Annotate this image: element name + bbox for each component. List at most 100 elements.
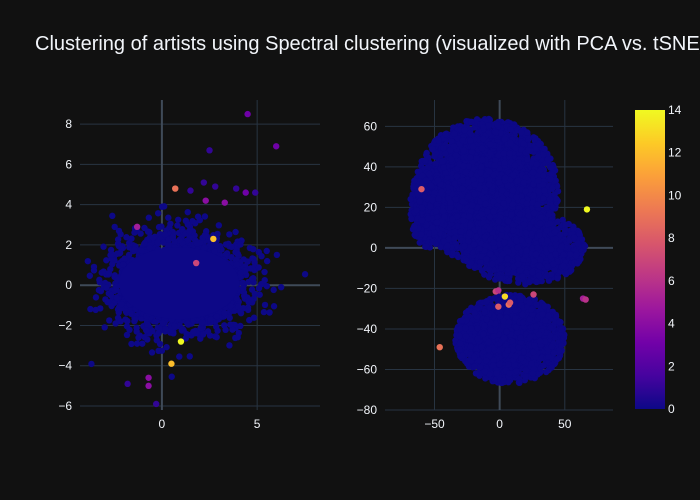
pca-point[interactable] [145,382,152,390]
pca-point[interactable] [192,259,200,267]
pca-cloud-point [256,291,263,298]
pca-point[interactable] [210,235,217,243]
tsne-cloud-point [441,150,449,157]
pca-point[interactable] [177,338,185,345]
tsne-cloud-point [468,148,476,156]
pca-cloud-point [149,234,157,242]
tsne-cloud-point [465,193,473,200]
pca-cloud-point [149,327,156,335]
tsne-cloud-point [449,250,456,257]
pca-cloud-point [236,308,244,315]
pca-cloud-point [213,333,220,341]
tsne-cloud-point [459,217,467,224]
pca-cloud-point [145,214,153,221]
pca-cloud-point [226,231,233,238]
tsne-cloud-point [448,138,455,145]
tsne-cloud-point [447,147,454,154]
pca-point[interactable] [212,183,219,190]
pca-cloud-point [214,327,221,334]
tsne-cloud-point [456,203,463,211]
tsne-cloud-point [539,181,547,188]
tsne-cloud-point [509,201,517,208]
pca-point[interactable] [272,143,280,150]
pca-point[interactable] [206,147,213,154]
pca-cloud-point [251,290,259,298]
pca-cloud-point [227,321,234,328]
tsne-cloud-point [432,160,440,167]
pca-cloud-point [113,294,121,302]
tsne-cloud-point [447,204,454,211]
pca-point[interactable] [200,179,208,186]
pca-cloud-point [199,319,206,326]
tsne-cloud-point [473,155,480,162]
pca-point[interactable] [145,374,152,381]
tsne-cloud-point [478,144,486,152]
pca-cloud-point [148,349,156,356]
pca-cloud-point [131,246,138,253]
tsne-cloud-point [469,202,476,209]
tsne-cloud-point [445,235,453,243]
tsne-cloud-point [535,140,543,148]
pca-cloud-point [237,241,244,248]
pca-cloud-point [261,301,269,309]
pca-cloud-point [226,314,233,322]
pca-point[interactable] [168,360,175,367]
pca-point[interactable] [187,187,194,194]
pca-ytick-label: 4 [65,198,72,212]
pca-cloud-point [114,276,121,283]
pca-ytick-label: −6 [58,399,72,413]
pca-cloud-point [237,322,244,330]
tsne-cloud-point [480,195,488,202]
tsne-cloud-point [450,142,458,150]
pca-cloud-point [156,340,164,348]
pca-point[interactable] [221,199,228,206]
pca-cloud-point [165,214,172,221]
pca-cloud-point [112,286,120,294]
pca-cloud-point [189,217,196,225]
pca-points[interactable] [124,110,280,408]
tsne-cloud-point [529,169,537,176]
pca-ytick-label: 2 [65,238,72,252]
pca-cloud-point [115,227,123,235]
tsne-cloud-point [451,180,458,187]
pca-cloud-point [112,320,119,327]
pca-cloud-point [215,222,223,229]
pca-cloud-point [121,255,128,262]
pca-cloud-point [184,221,191,228]
tsne-cloud-point [546,195,554,203]
tsne-cloud-point [449,216,456,223]
pca-cloud-point [226,342,233,349]
pca-point[interactable] [152,400,160,408]
pca-cloud-point [201,213,209,220]
pca-point[interactable] [252,189,259,196]
pca-point[interactable] [242,189,249,196]
tsne-cloud-point [494,121,501,128]
pca-point[interactable] [202,197,209,204]
pca-cloud-point [88,360,95,368]
tsne-cloud-point [452,196,459,203]
pca-point[interactable] [244,110,251,118]
pca-cloud-point [197,325,204,332]
pca-point[interactable] [172,185,179,192]
pca-cloud-point [238,279,246,287]
tsne-cloud-point [520,140,527,147]
tsne-cloud-point [447,199,454,207]
pca-cloud-point [266,309,273,316]
tsne-cloud-point [517,146,525,153]
pca-cloud-point [90,267,98,274]
pca-cluster-cloud [84,203,309,380]
tsne-cloud-point [440,144,447,152]
tsne-cloud-point [465,163,472,170]
tsne-cloud-point [442,131,449,138]
pca-point[interactable] [133,223,141,231]
pca-point[interactable] [124,380,131,388]
tsne-cloud-point [536,167,544,175]
pca-cloud-point [125,251,133,259]
tsne-cloud-point [467,170,475,178]
tsne-cloud-point [534,153,542,160]
pca-cloud-point [233,261,240,268]
pca-point[interactable] [232,185,240,192]
